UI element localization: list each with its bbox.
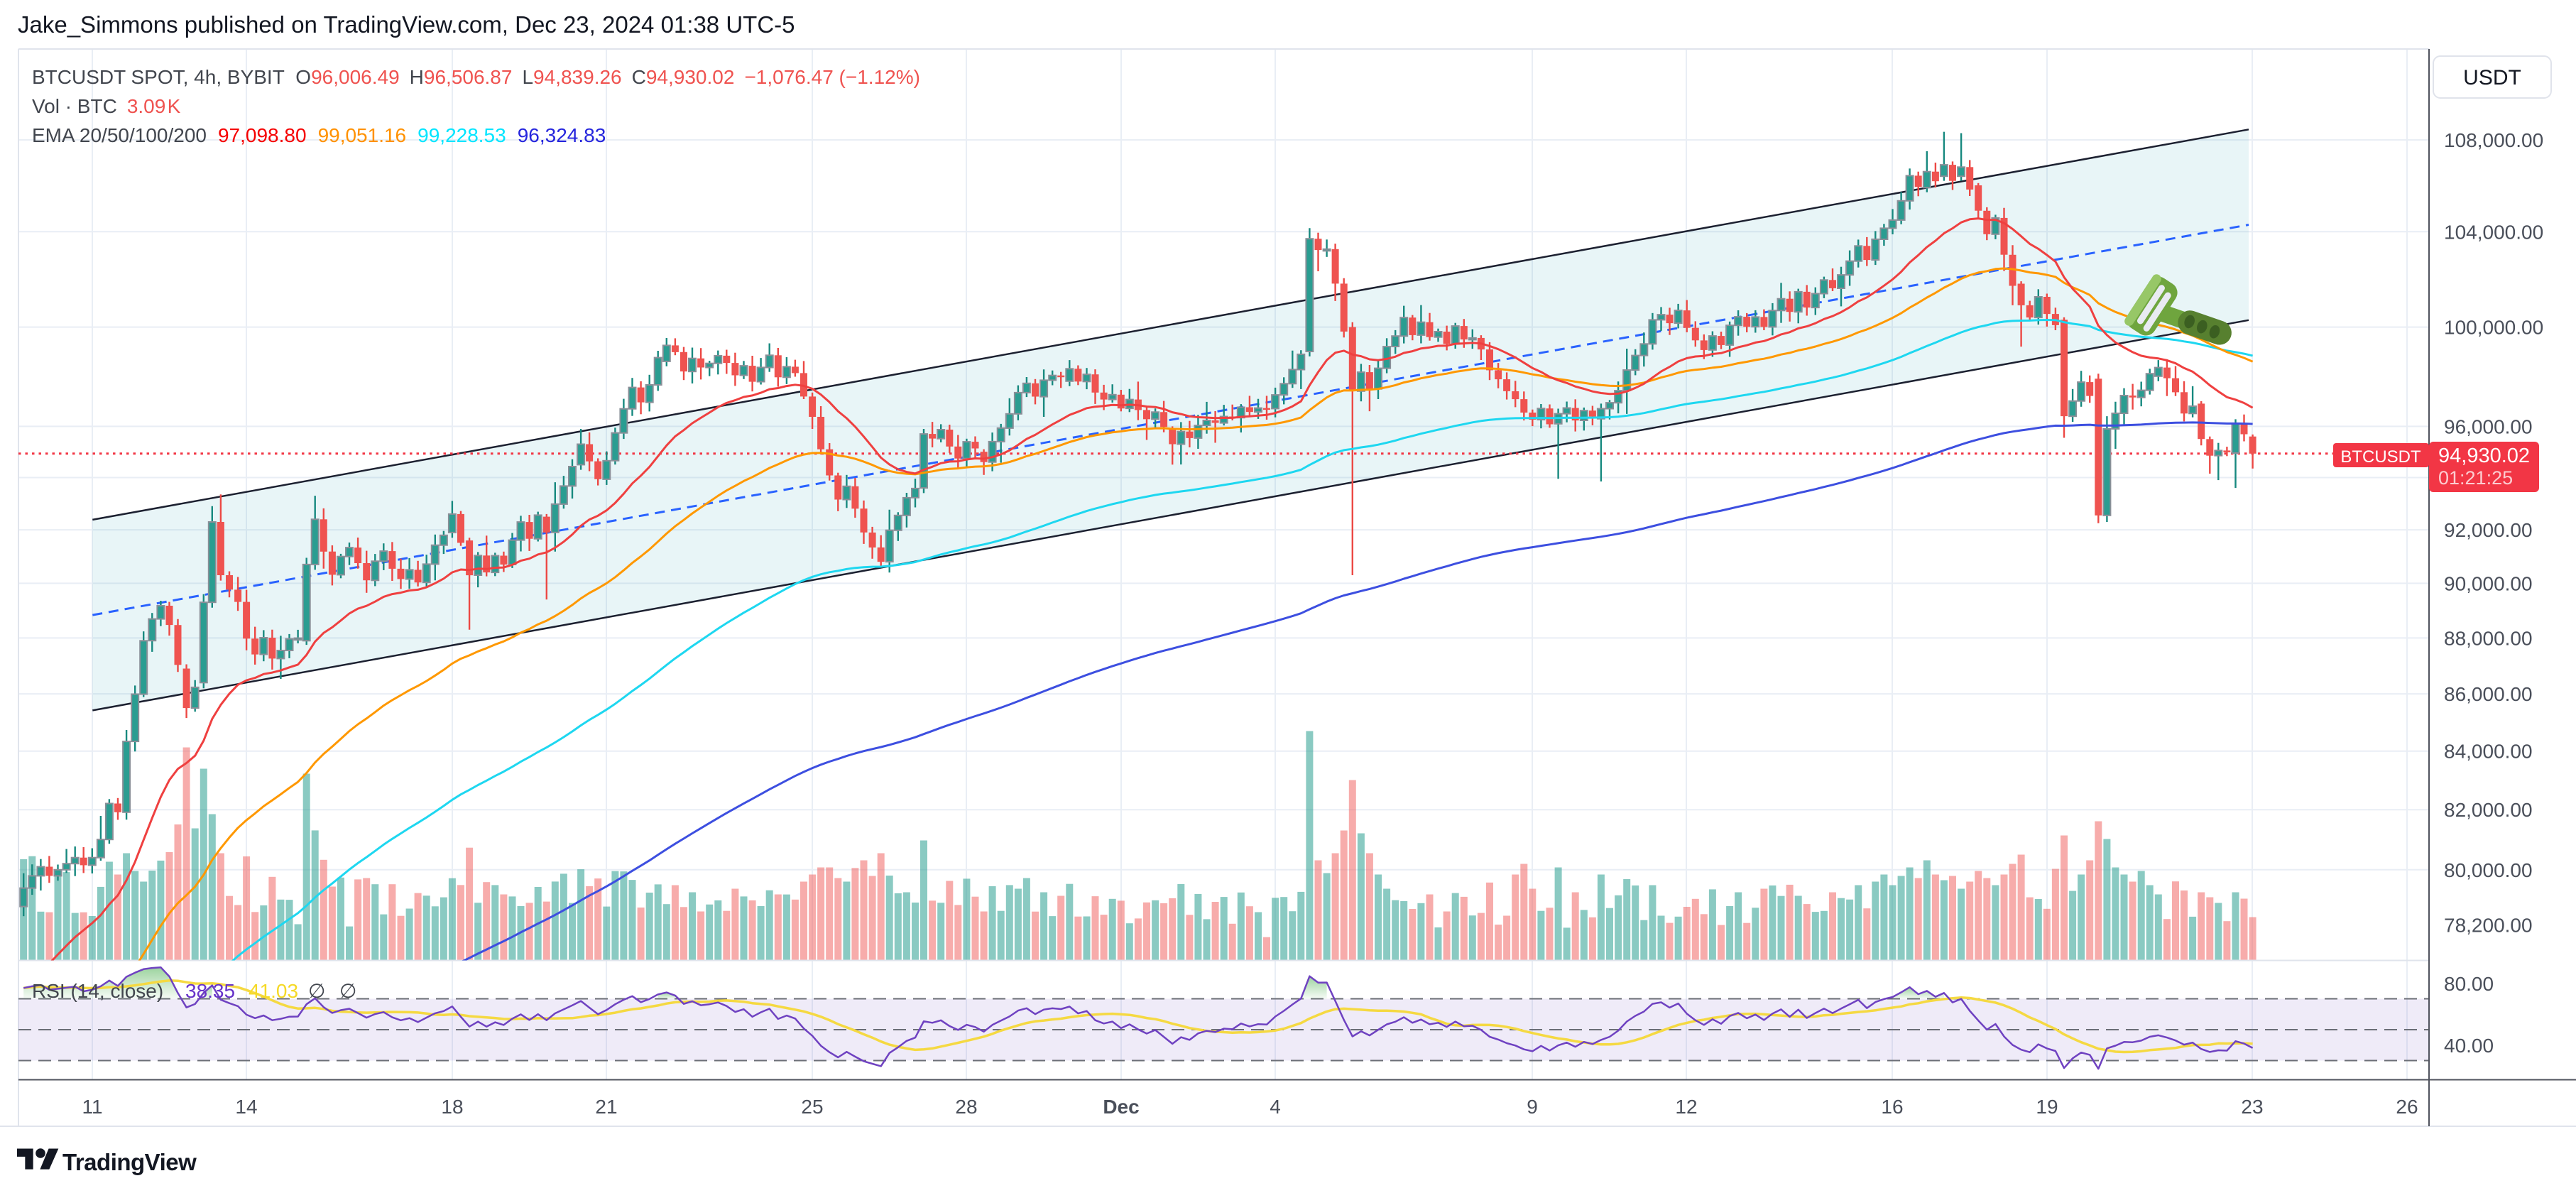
svg-text:01:21:25: 01:21:25 <box>2438 467 2513 489</box>
svg-text:TradingView: TradingView <box>62 1149 197 1175</box>
svg-text:104,000.00: 104,000.00 <box>2444 221 2543 243</box>
svg-text:18: 18 <box>441 1096 463 1118</box>
svg-text:40.00: 40.00 <box>2444 1035 2494 1057</box>
svg-text:4: 4 <box>1270 1096 1281 1118</box>
svg-text:Jake_Simmons published on Trad: Jake_Simmons published on TradingView.co… <box>18 11 795 38</box>
svg-text:21: 21 <box>595 1096 617 1118</box>
svg-text:11: 11 <box>82 1096 102 1118</box>
svg-text:92,000.00: 92,000.00 <box>2444 519 2533 541</box>
svg-text:23: 23 <box>2241 1096 2263 1118</box>
svg-text:80,000.00: 80,000.00 <box>2444 859 2533 881</box>
svg-text:82,000.00: 82,000.00 <box>2444 799 2533 821</box>
svg-text:9: 9 <box>1527 1096 1538 1118</box>
svg-text:108,000.00: 108,000.00 <box>2444 129 2543 151</box>
svg-text:16: 16 <box>1881 1096 1903 1118</box>
svg-text:14: 14 <box>235 1096 257 1118</box>
svg-text:80.00: 80.00 <box>2444 973 2494 995</box>
svg-text:41.03: 41.03 <box>249 980 298 1002</box>
svg-text:∅: ∅ <box>339 980 356 1002</box>
svg-text:78,200.00: 78,200.00 <box>2444 915 2533 937</box>
svg-text:94,930.02: 94,930.02 <box>2438 445 2530 467</box>
svg-text:USDT: USDT <box>2463 66 2521 89</box>
svg-text:BTCUSDT: BTCUSDT <box>2340 447 2421 467</box>
svg-text:88,000.00: 88,000.00 <box>2444 627 2533 649</box>
svg-text:28: 28 <box>955 1096 977 1118</box>
svg-text:Dec: Dec <box>1103 1096 1139 1118</box>
svg-text:RSI (14, close): RSI (14, close) <box>32 980 163 1002</box>
svg-text:38.35: 38.35 <box>185 980 235 1002</box>
svg-text:90,000.00: 90,000.00 <box>2444 572 2533 594</box>
svg-text:84,000.00: 84,000.00 <box>2444 741 2533 763</box>
svg-text:∅: ∅ <box>308 980 325 1002</box>
svg-text:96,000.00: 96,000.00 <box>2444 415 2533 437</box>
svg-text:19: 19 <box>2036 1096 2058 1118</box>
svg-text:25: 25 <box>801 1096 823 1118</box>
svg-text:86,000.00: 86,000.00 <box>2444 683 2533 705</box>
svg-text:26: 26 <box>2396 1096 2418 1118</box>
svg-text:12: 12 <box>1675 1096 1697 1118</box>
svg-text:100,000.00: 100,000.00 <box>2444 317 2543 339</box>
